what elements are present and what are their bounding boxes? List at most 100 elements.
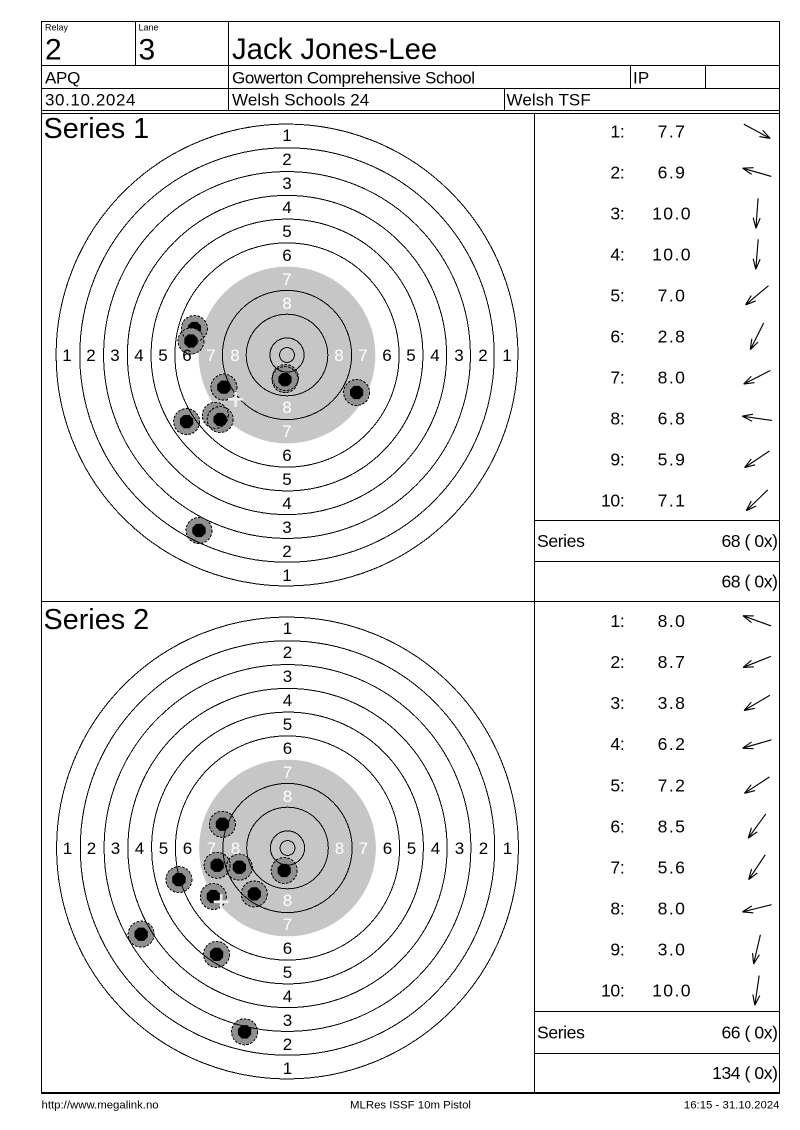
svg-text:134 ( 0x): 134 ( 0x)	[712, 1063, 777, 1083]
svg-text:7.0: 7.0	[658, 286, 687, 306]
svg-text:Series: Series	[537, 531, 585, 551]
svg-text:Welsh Schools 24: Welsh Schools 24	[232, 91, 369, 110]
svg-text:30.10.2024: 30.10.2024	[45, 91, 136, 110]
svg-text:3.8: 3.8	[658, 693, 687, 713]
svg-text:5: 5	[407, 839, 416, 858]
svg-text:8.0: 8.0	[658, 898, 687, 918]
svg-text:Lane: Lane	[139, 23, 159, 33]
svg-text:5: 5	[406, 346, 415, 365]
svg-text:1: 1	[63, 839, 72, 858]
svg-text:6.9: 6.9	[658, 163, 687, 183]
svg-text:3: 3	[282, 174, 291, 193]
svg-text:68 ( 0x): 68 ( 0x)	[721, 571, 777, 591]
svg-text:1:: 1:	[610, 611, 624, 631]
svg-text:3: 3	[454, 346, 463, 365]
svg-text:5: 5	[282, 470, 291, 489]
svg-text:3: 3	[283, 667, 292, 686]
svg-text:8.0: 8.0	[658, 368, 687, 388]
svg-text:8: 8	[334, 346, 343, 365]
svg-text:7: 7	[282, 270, 291, 289]
svg-text:5: 5	[159, 839, 168, 858]
svg-text:2: 2	[283, 1035, 292, 1054]
svg-text:7: 7	[359, 839, 368, 858]
svg-text:3: 3	[455, 839, 464, 858]
svg-text:IP: IP	[633, 69, 649, 88]
svg-text:8: 8	[335, 839, 344, 858]
svg-text:6:: 6:	[610, 327, 624, 347]
svg-text:6: 6	[283, 939, 292, 958]
svg-text:10.0: 10.0	[652, 245, 692, 265]
svg-text:4: 4	[282, 198, 291, 217]
svg-text:1: 1	[503, 839, 512, 858]
svg-text:2: 2	[86, 346, 95, 365]
svg-text:8: 8	[230, 346, 239, 365]
svg-text:6: 6	[182, 346, 191, 365]
svg-text:5.9: 5.9	[658, 450, 687, 470]
svg-text:Gowerton Comprehensive School: Gowerton Comprehensive School	[232, 69, 475, 88]
svg-text:7.7: 7.7	[658, 122, 687, 142]
svg-text:Welsh TSF: Welsh TSF	[507, 91, 591, 110]
svg-text:3.0: 3.0	[658, 940, 687, 960]
svg-text:4: 4	[282, 494, 291, 513]
svg-text:5: 5	[158, 346, 167, 365]
svg-text:2: 2	[282, 150, 291, 169]
svg-text:7:: 7:	[610, 857, 624, 877]
svg-text:7: 7	[206, 346, 215, 365]
svg-text:3: 3	[139, 34, 156, 67]
svg-text:66 ( 0x): 66 ( 0x)	[721, 1022, 777, 1042]
svg-text:6: 6	[383, 839, 392, 858]
svg-text:9:: 9:	[610, 940, 624, 960]
svg-text:5: 5	[282, 222, 291, 241]
svg-text:6:: 6:	[610, 816, 624, 836]
svg-text:1: 1	[282, 126, 291, 145]
svg-text:7: 7	[283, 763, 292, 782]
svg-text:3:: 3:	[610, 693, 624, 713]
svg-text:3: 3	[111, 839, 120, 858]
svg-text:3: 3	[283, 1011, 292, 1030]
svg-text:3: 3	[110, 346, 119, 365]
svg-text:4: 4	[431, 839, 440, 858]
svg-text:7: 7	[282, 422, 291, 441]
svg-text:6: 6	[282, 446, 291, 465]
svg-text:1: 1	[283, 1059, 292, 1078]
svg-text:1: 1	[502, 346, 511, 365]
svg-text:3: 3	[282, 518, 291, 537]
svg-text:8.7: 8.7	[658, 652, 687, 672]
svg-text:6: 6	[283, 739, 292, 758]
svg-text:5:: 5:	[610, 775, 624, 795]
svg-text:1:: 1:	[610, 122, 624, 142]
svg-text:16:15 - 31.10.2024: 16:15 - 31.10.2024	[684, 1099, 780, 1111]
svg-text:1: 1	[282, 566, 291, 585]
svg-text:2:: 2:	[610, 163, 624, 183]
svg-text:8: 8	[282, 398, 291, 417]
svg-text:3:: 3:	[610, 204, 624, 224]
svg-text:8: 8	[282, 294, 291, 313]
svg-text:5: 5	[283, 963, 292, 982]
svg-text:1: 1	[283, 619, 292, 638]
svg-text:8: 8	[231, 839, 240, 858]
svg-text:Relay: Relay	[45, 23, 69, 33]
svg-text:6.2: 6.2	[658, 734, 687, 754]
svg-text:http://www.megalink.no: http://www.megalink.no	[42, 1099, 159, 1111]
svg-text:7.2: 7.2	[658, 775, 687, 795]
svg-text:10.0: 10.0	[652, 981, 692, 1001]
svg-text:5.6: 5.6	[658, 857, 687, 877]
svg-text:Series 1: Series 1	[44, 113, 150, 145]
svg-text:4:: 4:	[610, 734, 624, 754]
svg-text:8:: 8:	[610, 409, 624, 429]
svg-text:4: 4	[283, 987, 292, 1006]
svg-text:7.1: 7.1	[658, 491, 687, 511]
svg-text:7: 7	[358, 346, 367, 365]
svg-text:8: 8	[283, 787, 292, 806]
svg-text:4: 4	[135, 839, 144, 858]
svg-text:2: 2	[479, 839, 488, 858]
svg-text:8: 8	[283, 891, 292, 910]
svg-text:4: 4	[134, 346, 143, 365]
svg-text:2: 2	[87, 839, 96, 858]
svg-text:8:: 8:	[610, 898, 624, 918]
svg-text:9:: 9:	[610, 450, 624, 470]
svg-text:2.8: 2.8	[658, 327, 687, 347]
svg-text:2:: 2:	[610, 652, 624, 672]
svg-text:10:: 10:	[601, 491, 625, 511]
svg-text:7:: 7:	[610, 368, 624, 388]
